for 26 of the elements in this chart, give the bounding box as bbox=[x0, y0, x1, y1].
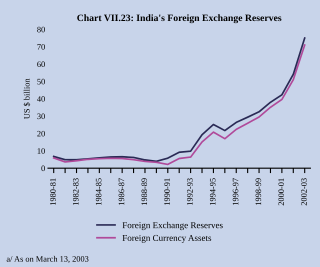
x-tick-label: 1994-95 bbox=[210, 178, 216, 205]
x-tick-label: 1986-87 bbox=[118, 178, 124, 205]
x-tick-label: 1990-91 bbox=[164, 178, 170, 205]
y-tick-label: 10 bbox=[38, 148, 45, 154]
x-tick-label: 1988-89 bbox=[141, 178, 148, 205]
x-tick-label: 2000-01 bbox=[278, 178, 284, 206]
y-tick-label: 60 bbox=[37, 61, 45, 68]
x-tick-label: 1984-85 bbox=[96, 178, 102, 205]
y-tick-label: 40 bbox=[37, 96, 45, 102]
x-tick-label: 1992-93 bbox=[187, 178, 193, 205]
legend-label: Foreign Exchange Reserves bbox=[122, 222, 223, 230]
legend-label: Foreign Currency Assets bbox=[122, 234, 212, 243]
text: a/ As on March 13, 2003 bbox=[6, 256, 88, 263]
chart-title: Chart VII.23: India's Foreign Exchange Reserves bbox=[77, 14, 282, 24]
y-tick-label: 20 bbox=[37, 130, 45, 136]
y-tick-label: 70 bbox=[37, 44, 45, 50]
x-tick-label: 2002-03 bbox=[301, 178, 307, 206]
x-tick-label: 1980-81 bbox=[50, 178, 56, 205]
y-axis-title: US $ billion bbox=[24, 78, 30, 119]
y-tick-label: 80 bbox=[37, 26, 45, 32]
y-tick-label: 50 bbox=[37, 78, 45, 84]
x-tick-label: 1996-97 bbox=[232, 178, 238, 205]
y-tick-label: 0 bbox=[41, 166, 45, 172]
y-tick-label: 30 bbox=[37, 113, 45, 120]
x-tick-label: 1982-83 bbox=[72, 178, 79, 205]
x-tick-label: 1998-99 bbox=[256, 178, 262, 205]
